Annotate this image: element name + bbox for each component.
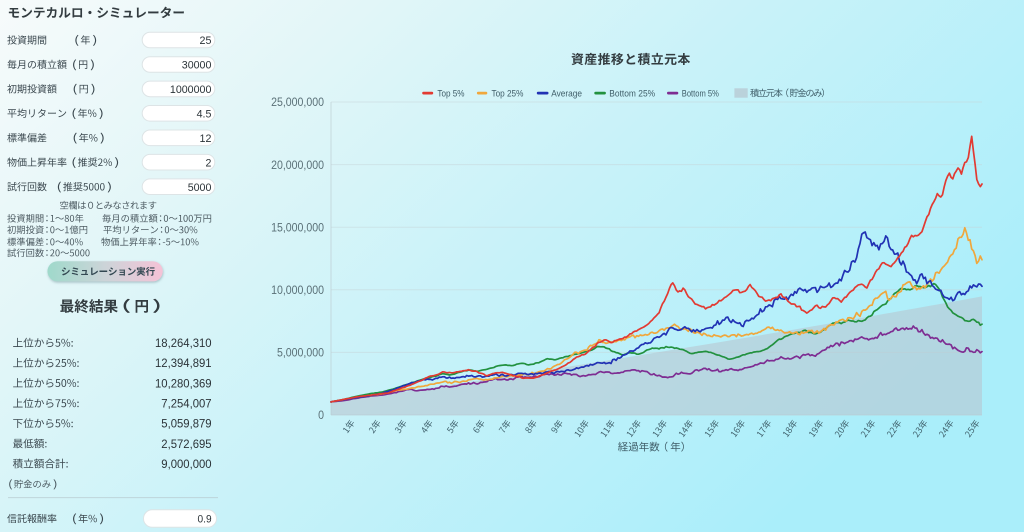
svg-text:18,264,310: 18,264,310 xyxy=(155,336,212,350)
svg-text:Bottom 25%: Bottom 25% xyxy=(609,87,655,98)
svg-text:7,254,007: 7,254,007 xyxy=(161,396,212,410)
svg-text:30000: 30000 xyxy=(182,60,212,72)
svg-text:12,394,891: 12,394,891 xyxy=(155,356,212,370)
svg-text:0: 0 xyxy=(318,410,324,422)
svg-text:20,000,000: 20,000,000 xyxy=(271,160,324,172)
svg-text:5,059,879: 5,059,879 xyxy=(161,417,212,431)
svg-text:Top 5%: Top 5% xyxy=(437,87,464,98)
svg-text:9,000,000: 9,000,000 xyxy=(161,457,212,471)
svg-text:10,280,369: 10,280,369 xyxy=(155,376,212,390)
svg-text:Average: Average xyxy=(551,87,582,98)
svg-text:1000000: 1000000 xyxy=(170,84,212,96)
svg-text:2,572,695: 2,572,695 xyxy=(161,437,212,451)
svg-text:Top 25%: Top 25% xyxy=(492,87,524,98)
svg-text:12: 12 xyxy=(200,133,212,145)
svg-text:Bottom 5%: Bottom 5% xyxy=(682,87,719,98)
svg-text:25: 25 xyxy=(200,35,212,47)
svg-text:15,000,000: 15,000,000 xyxy=(271,222,324,234)
svg-text:2: 2 xyxy=(206,157,212,169)
svg-text:5000: 5000 xyxy=(188,182,212,194)
svg-text:10,000,000: 10,000,000 xyxy=(271,285,324,297)
svg-text:5,000,000: 5,000,000 xyxy=(277,348,324,360)
svg-text:25,000,000: 25,000,000 xyxy=(271,97,324,109)
svg-text:4.5: 4.5 xyxy=(197,108,212,120)
svg-text:0.9: 0.9 xyxy=(198,514,212,526)
